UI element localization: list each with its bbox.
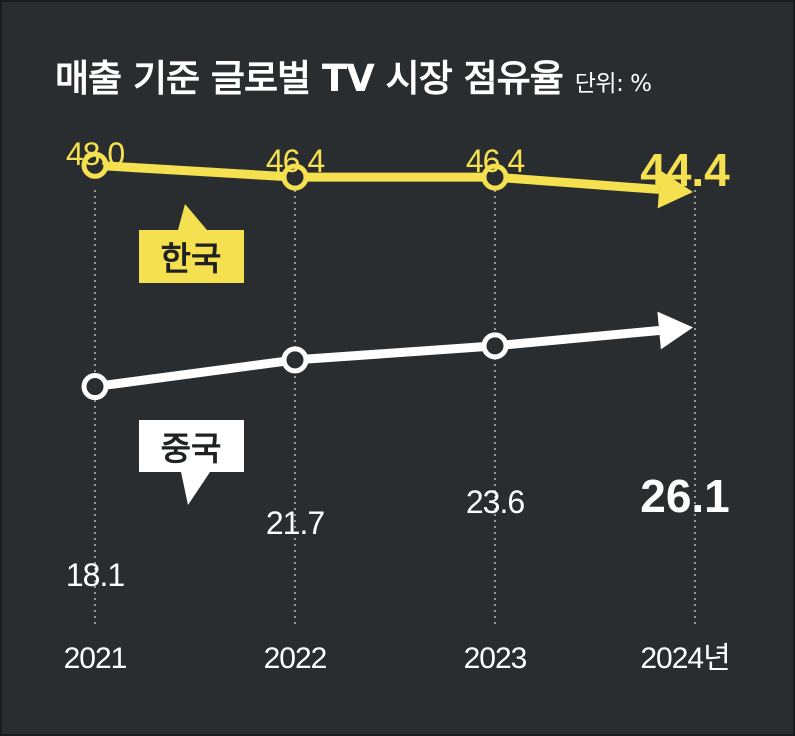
x-tick-label-0: 2021: [64, 642, 127, 675]
china-value-label-3: 26.1: [640, 470, 730, 522]
korea-value-label-1: 46.4: [266, 143, 324, 179]
x-tick-label-3: 2024년: [640, 642, 729, 675]
korea-arrowhead: [657, 170, 693, 209]
korea-callout-box: [139, 204, 244, 283]
korea-value-label-2: 46.4: [466, 143, 524, 179]
korea-point-0: [81, 151, 109, 179]
title-row: 매출 기준 글로벌 TV 시장 점유율 단위: %: [55, 48, 652, 102]
china-legend-label: 중국: [161, 430, 222, 467]
korea-legend-label: 한국: [161, 240, 222, 277]
china-callout-box: [139, 420, 244, 505]
china-value-label-2: 23.6: [466, 484, 524, 520]
china-point-2: [481, 332, 509, 360]
china-value-label-1: 21.7: [266, 505, 324, 541]
x-tick-label-2: 2023: [464, 642, 527, 675]
unit-label: 단위: %: [574, 71, 652, 97]
china-point-0: [81, 373, 109, 401]
china-point-1: [281, 346, 309, 374]
korea-value-label-0: 48.0: [66, 136, 124, 172]
china-series-line: [94, 326, 660, 392]
korea-point-2: [481, 163, 509, 191]
china-value-label-0: 18.1: [66, 557, 124, 593]
korea-series-line: [94, 160, 660, 194]
chart-title: 매출 기준 글로벌 TV 시장 점유율: [55, 57, 564, 100]
korea-value-label-3: 44.4: [640, 144, 730, 196]
x-tick-label-1: 2022: [264, 642, 327, 675]
china-arrowhead: [657, 311, 693, 350]
korea-point-1: [281, 163, 309, 191]
